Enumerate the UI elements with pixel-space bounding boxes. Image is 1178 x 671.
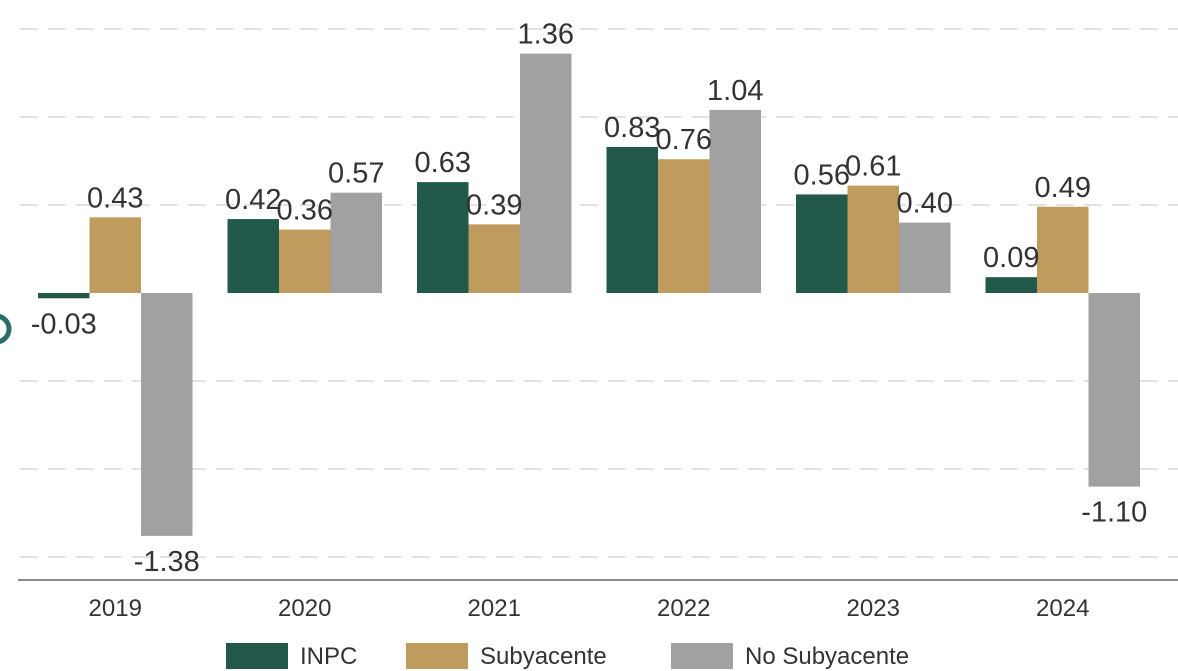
data-label-inpc-2019: -0.03 <box>31 308 97 340</box>
data-label-subyacente-2019: 0.43 <box>87 182 143 214</box>
bar-no-subyacente-2020 <box>330 192 382 293</box>
data-label-subyacente-2023: 0.61 <box>845 151 901 183</box>
data-label-no-subyacente-2020: 0.57 <box>328 158 384 190</box>
x-axis-tick-labels: 2019 2020 2021 2022 2023 2024 <box>89 595 1090 622</box>
legend-swatch-subyacente <box>406 643 468 669</box>
data-labels: -0.03 0.43 -1.38 0.420.36 0.57 0.63 0.39 1.36 0.… <box>31 19 1148 578</box>
bar-no-subyacente-2022 <box>709 109 761 294</box>
legend-label-no-subyacente: No Subyacente <box>745 643 909 670</box>
data-label-no-subyacente-2022: 1.04 <box>707 75 763 107</box>
bar-inpc-2020 <box>227 219 279 293</box>
legend-swatch-no-subyacente <box>671 643 733 669</box>
x-tick-2024: 2024 <box>1036 595 1089 622</box>
data-label-subyacente-2024: 0.49 <box>1035 172 1091 204</box>
data-label-no-subyacente-2021: 1.36 <box>518 19 574 51</box>
data-label-inpc-2022: 0.83 <box>604 112 660 144</box>
bar-subyacente-2019 <box>89 217 141 293</box>
bar-no-subyacente-2024 <box>1088 293 1140 487</box>
bar-subyacente-2022 <box>658 159 710 293</box>
gridlines <box>20 28 1178 558</box>
cropped-edge-glyph <box>0 314 12 344</box>
x-tick-2019: 2019 <box>89 595 142 622</box>
data-label-inpc-2021: 0.63 <box>415 147 471 179</box>
data-label-subyacente-2020: 0.36 <box>277 195 333 227</box>
legend: INPC Subyacente No Subyacente <box>226 643 909 670</box>
bar-inpc-2019 <box>38 293 90 299</box>
x-tick-2023: 2023 <box>847 595 900 622</box>
bar-no-subyacente-2019 <box>141 293 193 536</box>
x-tick-2021: 2021 <box>468 595 521 622</box>
bar-subyacente-2024 <box>1037 206 1089 293</box>
x-tick-2022: 2022 <box>657 595 710 622</box>
bars <box>38 53 1140 536</box>
data-label-inpc-2020: 0.42 <box>225 184 281 216</box>
bar-inpc-2022 <box>606 146 658 293</box>
legend-swatch-inpc <box>226 643 288 669</box>
bar-no-subyacente-2021 <box>520 53 572 293</box>
legend-label-inpc: INPC <box>300 643 357 670</box>
bar-subyacente-2020 <box>279 229 331 293</box>
bar-subyacente-2023 <box>847 185 899 293</box>
data-label-subyacente-2022: 0.76 <box>656 124 712 156</box>
bar-inpc-2024 <box>985 277 1037 293</box>
legend-label-subyacente: Subyacente <box>480 643 607 670</box>
x-tick-2020: 2020 <box>278 595 331 622</box>
data-label-no-subyacente-2024: -1.10 <box>1081 497 1147 529</box>
data-label-inpc-2024: 0.09 <box>983 242 1039 274</box>
data-label-no-subyacente-2023: 0.40 <box>897 188 953 220</box>
data-label-subyacente-2021: 0.39 <box>466 189 522 221</box>
bar-inpc-2021 <box>417 182 469 293</box>
data-label-no-subyacente-2019: -1.38 <box>134 546 200 578</box>
bar-subyacente-2021 <box>468 224 520 293</box>
bar-no-subyacente-2023 <box>899 222 951 293</box>
data-label-inpc-2023: 0.56 <box>794 159 850 191</box>
bar-inpc-2023 <box>796 194 848 293</box>
